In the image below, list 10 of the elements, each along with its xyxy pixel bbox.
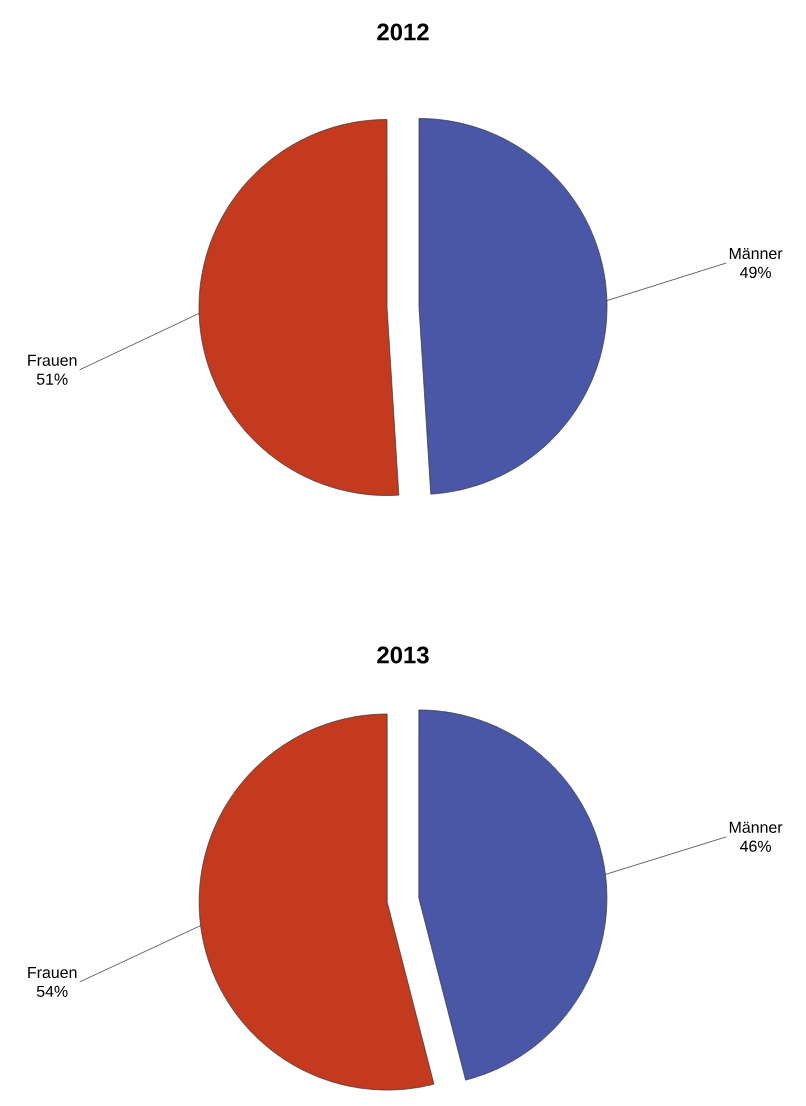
data-label: 46% — [740, 840, 771, 852]
slice-label: Frauen — [28, 354, 77, 366]
data-label: 49% — [740, 266, 771, 278]
chart-title: 2013 — [377, 646, 429, 664]
data-label: 54% — [36, 985, 68, 997]
slice-label: Frauen — [28, 966, 77, 979]
slice-label: Männer — [729, 247, 783, 260]
data-label: 51% — [36, 373, 68, 385]
slice-label: Männer — [729, 821, 783, 833]
chart-title: 2012 — [377, 23, 429, 41]
